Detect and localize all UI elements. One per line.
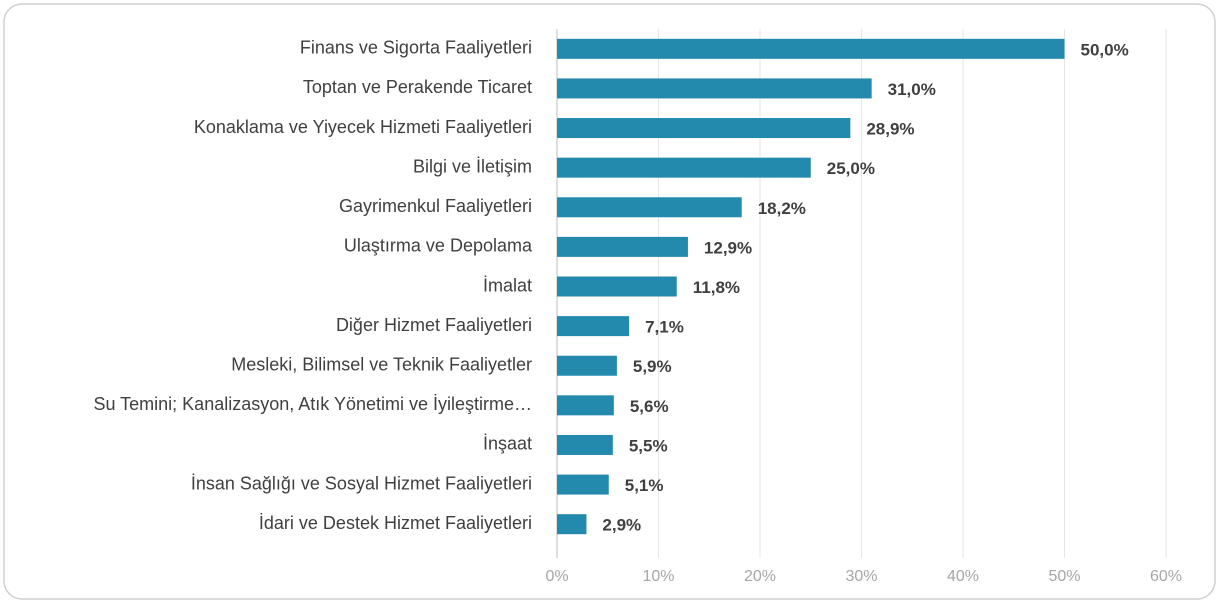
bar: [557, 514, 587, 535]
bar: [557, 236, 688, 257]
data-label: 5,1%: [625, 476, 664, 495]
bar: [557, 78, 872, 99]
y-tick-label: İdari ve Destek Hizmet Faaliyetleri: [259, 513, 532, 533]
bar: [557, 118, 851, 139]
data-label: 18,2%: [758, 199, 806, 218]
y-tick-label: İmalat: [483, 275, 532, 295]
y-tick-label: Konaklama ve Yiyecek Hizmeti Faaliyetler…: [194, 117, 532, 137]
bar: [557, 434, 613, 455]
y-tick-label: İnsan Sağlığı ve Sosyal Hizmet Faaliyetl…: [191, 473, 532, 493]
y-tick-label: Gayrimenkul Faaliyetleri: [339, 196, 532, 216]
data-label: 5,6%: [630, 397, 669, 416]
y-tick-label: Bilgi ve İletişim: [413, 156, 532, 176]
x-tick-label: 10%: [642, 568, 674, 585]
x-tick-label: 60%: [1150, 568, 1182, 585]
x-tick-label: 20%: [744, 568, 776, 585]
data-label: 50,0%: [1081, 40, 1129, 59]
y-tick-label: Ulaştırma ve Depolama: [344, 236, 533, 256]
data-label: 11,8%: [693, 278, 740, 297]
x-tick-label: 0%: [545, 568, 568, 585]
y-tick-label: Su Temini; Kanalizasyon, Atık Yönetimi v…: [93, 394, 532, 414]
bar: [557, 276, 677, 297]
bar: [557, 355, 617, 376]
y-tick-label: Diğer Hizmet Faaliyetleri: [336, 315, 532, 335]
data-label: 12,9%: [704, 238, 752, 257]
x-tick-label: 30%: [845, 568, 877, 585]
y-tick-label: Finans ve Sigorta Faaliyetleri: [300, 38, 532, 58]
bar: [557, 395, 614, 416]
data-label: 5,9%: [633, 357, 672, 376]
x-tick-label: 50%: [1048, 568, 1080, 585]
chart-frame: [3, 3, 1216, 600]
bar: [557, 38, 1065, 59]
y-tick-label: Toptan ve Perakende Ticaret: [303, 77, 532, 97]
y-tick-label: İnşaat: [483, 434, 532, 454]
data-label: 7,1%: [645, 318, 684, 337]
data-label: 2,9%: [602, 516, 641, 535]
bar: [557, 474, 609, 495]
data-label: 25,0%: [827, 159, 875, 178]
x-tick-label: 40%: [947, 568, 979, 585]
data-label: 28,9%: [866, 120, 914, 139]
data-label: 5,5%: [629, 436, 668, 455]
bar: [557, 157, 811, 178]
y-tick-label: Mesleki, Bilimsel ve Teknik Faaliyetler: [231, 354, 532, 374]
bar: [557, 197, 742, 218]
data-label: 31,0%: [888, 80, 936, 99]
bar: [557, 316, 630, 337]
